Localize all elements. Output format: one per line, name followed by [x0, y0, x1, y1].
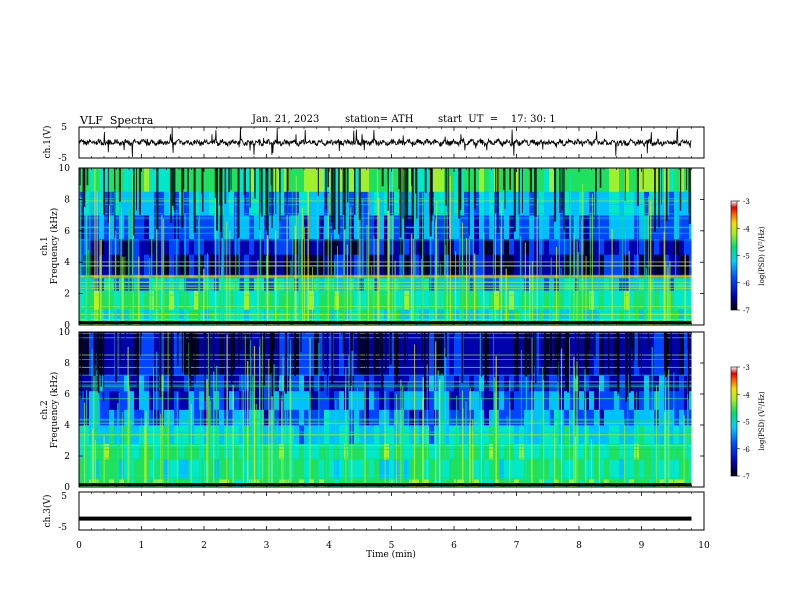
colorbar-tick-label: -5 [743, 419, 750, 427]
freq-tick-label: 10 [59, 328, 71, 338]
freq-tick-label: 10 [59, 164, 71, 174]
freq-tick-label: 8 [64, 195, 70, 205]
colorbar-tick-label: -3 [743, 198, 750, 206]
ch1-freq-ylabel: Frequency (kHz) [49, 208, 60, 285]
freq-tick-label: 4 [64, 258, 70, 268]
colorbar-tick-label: -6 [743, 446, 750, 454]
ch1-colorbar: -3 -4 -5 -6 -7 log(PSD) (V²/Hz) [730, 198, 766, 315]
time-axis-label: Time (min) [366, 549, 416, 560]
spectrogram-cells [79, 332, 704, 488]
ch1-ylabel: ch.1(V) [42, 126, 53, 159]
freq-tick-label: 6 [64, 390, 70, 400]
ch3-ytick-top: 5 [61, 492, 67, 502]
time-tick-label: 8 [576, 541, 582, 551]
ch2-colorbar: -3 -4 -5 -6 -7 log(PSD) (V²/Hz) [730, 364, 766, 481]
colorbar-tick-label: -7 [743, 473, 750, 481]
time-axis: 0 1 2 3 4 5 6 7 8 9 10 [76, 127, 710, 551]
ch2-channel-label: ch.2 [40, 400, 50, 419]
ch2-colorbar-ticks: -3 -4 -5 -6 -7 [737, 364, 750, 481]
ch1-colorbar-label: log(PSD) (V²/Hz) [758, 226, 766, 285]
ch1-channel-label: ch.1 [40, 236, 50, 255]
ch1-spectrogram-panel: 0 2 4 6 8 10 ch.1 Frequency (kHz) [40, 164, 705, 331]
time-tick-label: 2 [201, 541, 207, 551]
time-tick-label: 4 [326, 541, 332, 551]
ch1-colorbar-ticks: -3 -4 -5 -6 -7 [737, 198, 750, 315]
colorbar-tick-label: -7 [743, 307, 750, 315]
ch1-ytick-top: 5 [61, 123, 67, 133]
colorbar-tick-label: -5 [743, 253, 750, 261]
ch3-waveform-trace [79, 516, 692, 521]
ch2-spectrogram-image [79, 332, 704, 488]
ch3-ytick-bottom: -5 [58, 523, 67, 533]
time-tick-label: 10 [698, 541, 710, 551]
ch2-freq-ticks: 0 2 4 6 8 10 [59, 328, 704, 493]
ch2-colorbar-label: log(PSD) (V²/Hz) [758, 391, 766, 450]
colorbar-tick-label: -4 [743, 225, 750, 233]
date-label: Jan. 21, 2023 [252, 114, 320, 125]
time-tick-label: 7 [514, 541, 520, 551]
time-tick-label: 5 [389, 541, 395, 551]
colorbar-tick-label: -3 [743, 364, 750, 372]
freq-tick-label: 6 [64, 227, 70, 237]
time-tick-label: 9 [639, 541, 645, 551]
freq-tick-label: 4 [64, 421, 70, 431]
start-time-label: start UT = 17: 30: 1 [438, 114, 556, 125]
time-tick-label: 6 [451, 541, 457, 551]
ch2-freq-ylabel: Frequency (kHz) [49, 372, 60, 449]
ch2-spectrogram-panel: 0 2 4 6 8 10 ch.2 Frequency (kHz) [40, 328, 705, 493]
figure-title: VLF Spectra [80, 114, 154, 127]
ch1-spectrogram-image [79, 168, 704, 326]
freq-tick-label: 0 [64, 483, 70, 493]
freq-tick-label: 0 [64, 321, 70, 331]
ch1-waveform-trace [78, 127, 692, 158]
colorbar-tick-label: -4 [743, 391, 750, 399]
station-label: station= ATH [345, 114, 414, 125]
colorbar-tick-label: -6 [743, 280, 750, 288]
ch1-freq-ticks: 0 2 4 6 8 10 [59, 164, 704, 331]
time-tick-label: 3 [264, 541, 270, 551]
ch1-ytick-bottom: -5 [58, 154, 67, 164]
freq-tick-label: 8 [64, 359, 70, 369]
freq-tick-label: 2 [64, 452, 70, 462]
spectrogram-cells [79, 168, 704, 326]
ch3-ylabel: ch.3(V) [42, 495, 53, 528]
freq-tick-label: 2 [64, 290, 70, 300]
ch3-waveform-panel: 5 -5 ch.3(V) [42, 491, 705, 533]
time-tick-label: 1 [139, 541, 145, 551]
time-tick-label: 0 [76, 541, 82, 551]
